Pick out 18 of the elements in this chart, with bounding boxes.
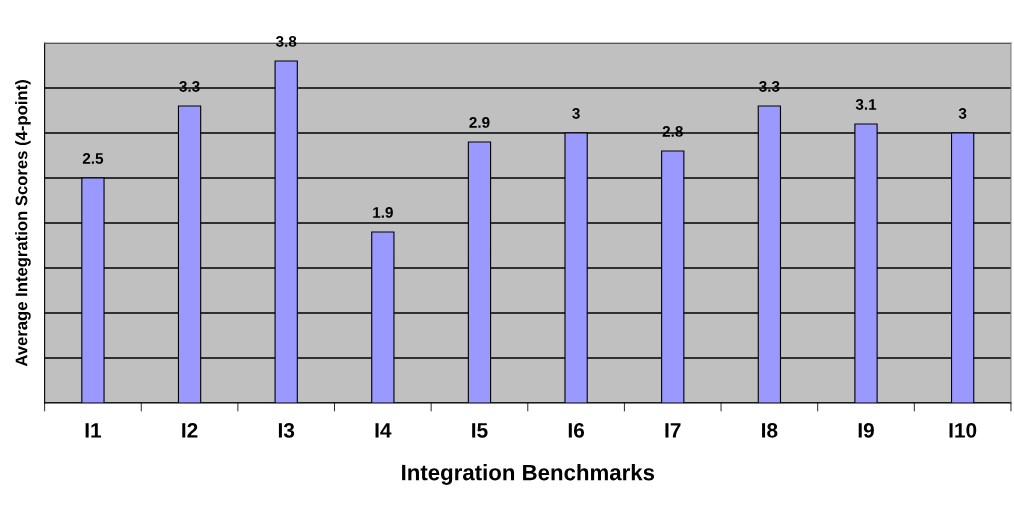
x-tick-label: I7 [665,423,681,438]
x-tick-label: I4 [375,423,392,438]
x-axis-title: Integration Benchmarks [402,464,655,485]
x-tick-label: I10 [949,422,977,438]
data-label: 2.5 [82,153,104,164]
x-tick-label: I9 [858,422,874,438]
x-tick-label: I3 [278,422,295,438]
x-tick-label: I8 [762,422,778,438]
data-label: 3.1 [855,99,877,110]
data-label: 2.9 [469,117,490,128]
y-axis-title: Average Integration Scores (4-point) [15,80,31,367]
data-label: 3 [958,108,967,119]
data-label: 1.9 [373,207,393,218]
x-tick-label: I2 [182,422,198,438]
x-tick-label: I6 [568,422,585,438]
x-tick-label: I5 [472,423,488,438]
x-tick-label: I1 [85,423,102,438]
data-label: 3 [572,108,580,119]
